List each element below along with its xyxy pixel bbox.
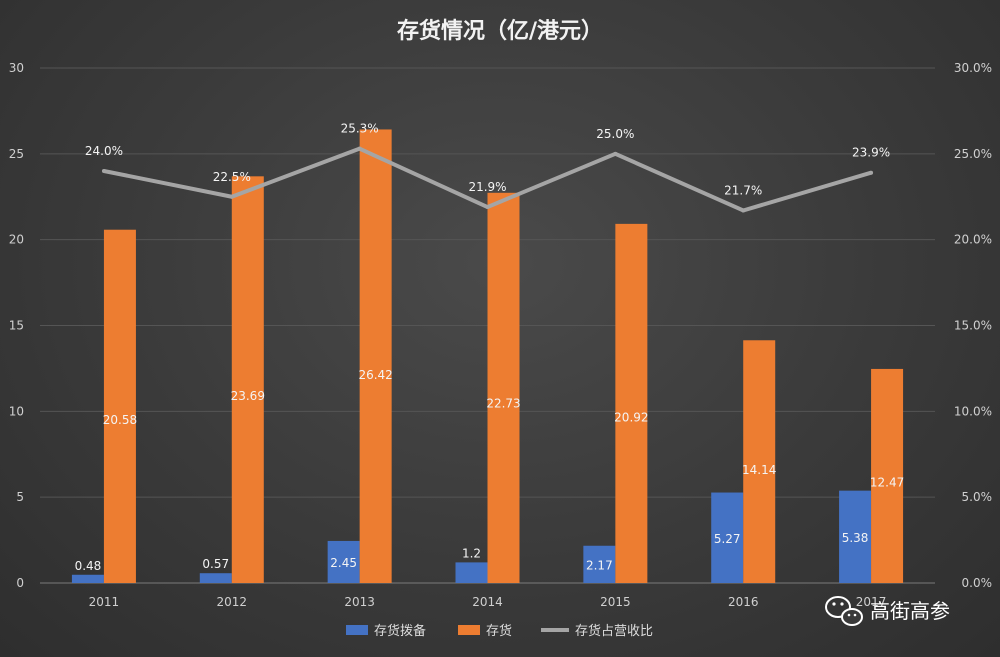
inventory-data-label: 14.14 — [742, 463, 776, 477]
x-tick-label: 2014 — [472, 595, 503, 609]
y-tick-label: 20 — [9, 233, 24, 247]
ratio-point — [613, 151, 618, 156]
x-tick-label: 2015 — [600, 595, 631, 609]
x-tick-label: 2013 — [344, 595, 375, 609]
legend-swatch — [458, 625, 480, 635]
ratio-point — [869, 170, 874, 175]
provision-data-label: 0.48 — [75, 559, 102, 573]
ratio-data-label: 22.5% — [213, 170, 251, 184]
ratio-data-label: 23.9% — [852, 146, 890, 160]
provision-data-label: 2.45 — [330, 556, 357, 570]
provision-bar — [71, 574, 104, 583]
y2-tick-label: 25.0% — [954, 147, 992, 161]
inventory-data-label: 20.58 — [103, 413, 137, 427]
y-axis-left: 0 5 10 15 20 25 30 — [9, 61, 24, 590]
y-tick-label: 10 — [9, 404, 24, 418]
inventory-bar — [103, 229, 136, 583]
watermark-text: 高街高参 — [870, 599, 950, 623]
y-tick-label: 15 — [9, 319, 24, 333]
legend-label: 存货 — [486, 623, 512, 639]
ratio-data-label: 25.3% — [341, 122, 379, 136]
ratio-point — [101, 169, 106, 173]
y2-tick-label: 30.0% — [954, 61, 992, 75]
ratio-point — [741, 208, 746, 213]
inventory-bar — [487, 192, 520, 583]
bars: 0.48 0.57 2.45 1.2 2.17 5.27 5.38 20.58 23.69 26.… — [71, 129, 904, 584]
provision-bar — [711, 492, 744, 583]
provision-data-label: 5.27 — [714, 532, 741, 546]
x-tick-label: 2017 — [856, 595, 887, 609]
provision-data-label: 0.57 — [202, 557, 229, 571]
ratio-point — [357, 146, 362, 151]
provision-bar — [839, 490, 872, 583]
provision-data-label: 2.17 — [586, 558, 613, 572]
inventory-bar — [231, 176, 264, 584]
legend-swatch — [346, 625, 368, 635]
provision-bar — [455, 562, 488, 583]
inventory-data-label: 20.92 — [614, 410, 648, 424]
y2-tick-label: 15.0% — [954, 319, 992, 333]
x-tick-label: 2016 — [728, 595, 759, 609]
legend: 存货拨备 存货 存货占营收比 — [346, 623, 653, 639]
provision-data-label: 5.38 — [842, 531, 869, 545]
provision-bar — [583, 545, 616, 583]
y2-tick-label: 5.0% — [962, 490, 993, 504]
provision-bar — [199, 573, 232, 583]
y2-tick-label: 20.0% — [954, 233, 992, 247]
inventory-bar — [359, 129, 392, 583]
y2-tick-label: 0.0% — [962, 576, 993, 590]
ratio-data-label: 21.7% — [724, 183, 762, 197]
y-tick-label: 25 — [9, 147, 24, 161]
inventory-bar — [743, 340, 776, 583]
provision-bar — [327, 540, 360, 583]
inventory-data-label: 12.47 — [870, 476, 904, 490]
chart-title: 存货情况（亿/港元） — [397, 18, 603, 44]
y-axis-right: 0.0% 5.0% 10.0% 15.0% 20.0% 25.0% 30.0% — [954, 61, 992, 590]
inventory-data-label: 26.42 — [358, 368, 392, 382]
legend-label: 存货占营收比 — [575, 623, 653, 639]
inventory-bar — [615, 223, 648, 583]
x-tick-label: 2012 — [217, 595, 248, 609]
wechat-icon — [825, 596, 863, 626]
y-tick-label: 0 — [16, 576, 24, 590]
x-axis: 2011 2012 2013 2014 2015 2016 2017 — [89, 595, 887, 609]
y-tick-label: 30 — [9, 61, 24, 75]
inventory-data-label: 22.73 — [486, 396, 520, 410]
x-tick-label: 2011 — [89, 595, 120, 609]
ratio-data-label: 25.0% — [596, 127, 634, 141]
watermark: 高街高参 — [825, 596, 950, 626]
ratio-point — [229, 194, 234, 199]
legend-label: 存货拨备 — [374, 623, 426, 639]
ratio-data-label: 21.9% — [468, 180, 506, 194]
inventory-data-label: 23.69 — [231, 389, 265, 403]
y-tick-label: 5 — [16, 490, 24, 504]
ratio-line: 24.0% 22.5% 25.3% 21.9% 25.0% 21.7% 23.9% — [85, 122, 890, 213]
provision-data-label: 1.2 — [462, 546, 481, 560]
ratio-data-label: 24.0% — [85, 144, 123, 158]
inventory-bar — [871, 368, 904, 583]
y2-tick-label: 10.0% — [954, 404, 992, 418]
ratio-point — [485, 205, 490, 210]
